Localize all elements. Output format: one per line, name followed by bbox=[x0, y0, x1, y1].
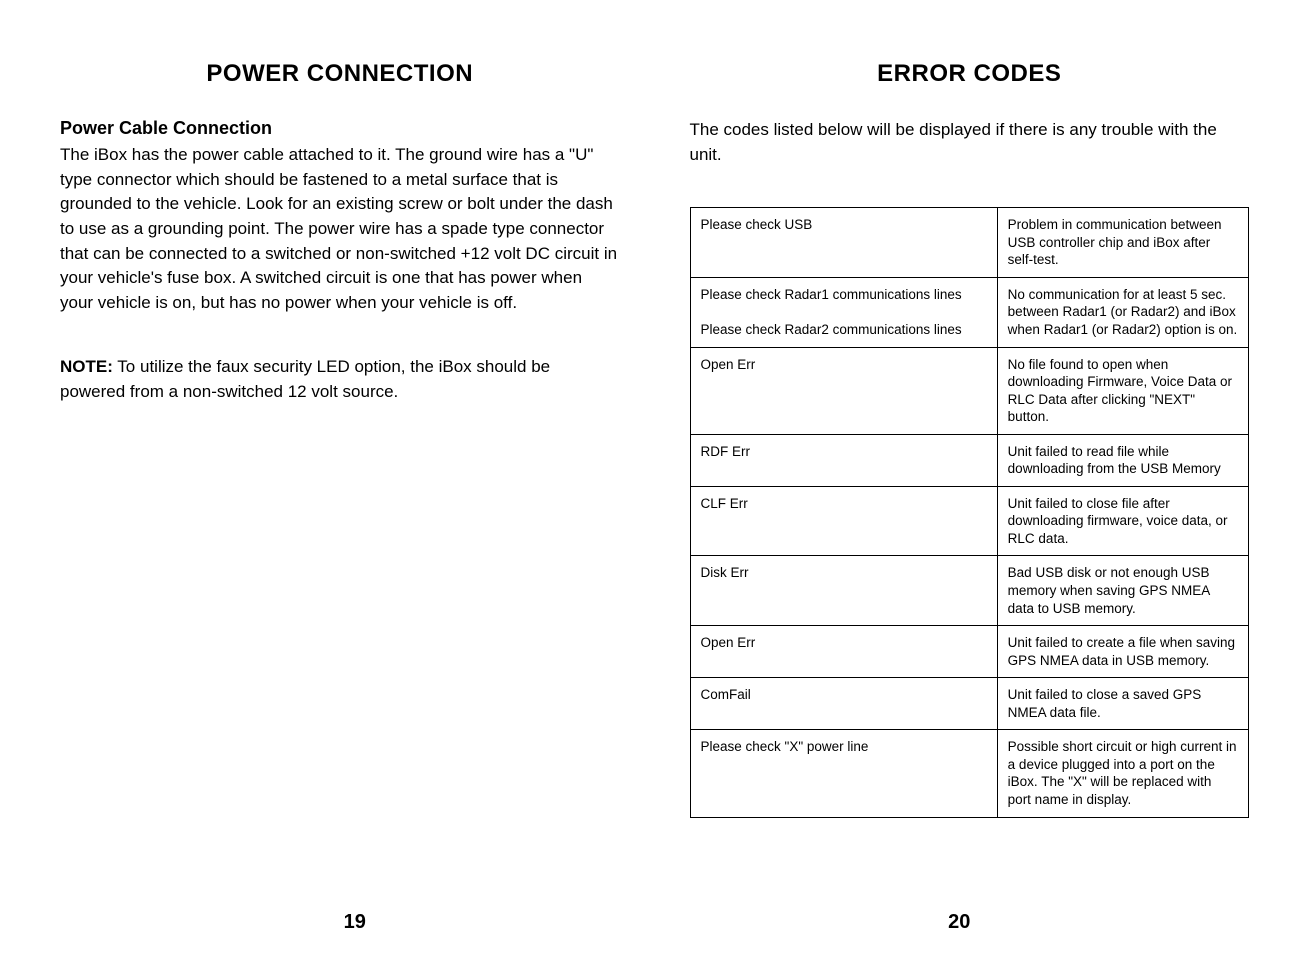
table-row: Please check USBProblem in communication… bbox=[690, 208, 1249, 278]
right-title: ERROR CODES bbox=[690, 60, 1250, 88]
note-body: To utilize the faux security LED option,… bbox=[60, 357, 550, 401]
error-desc-cell: Possible short circuit or high current i… bbox=[997, 730, 1248, 817]
left-subhead: Power Cable Connection bbox=[60, 118, 620, 139]
error-code-cell: Open Err bbox=[690, 626, 997, 678]
error-code-cell: CLF Err bbox=[690, 486, 997, 556]
table-row: CLF ErrUnit failed to close file after d… bbox=[690, 486, 1249, 556]
right-pagenum: 20 bbox=[660, 911, 1260, 934]
error-code-cell: Please check Radar1 communications lines… bbox=[690, 277, 997, 347]
right-intro: The codes listed below will be displayed… bbox=[690, 118, 1250, 167]
table-row: Please check "X" power linePossible shor… bbox=[690, 730, 1249, 817]
error-desc-cell: Problem in communication between USB con… bbox=[997, 208, 1248, 278]
table-row: RDF ErrUnit failed to read file while do… bbox=[690, 434, 1249, 486]
error-desc-cell: Unit failed to close a saved GPS NMEA da… bbox=[997, 678, 1248, 730]
left-body: The iBox has the power cable attached to… bbox=[60, 143, 620, 315]
error-desc-cell: Bad USB disk or not enough USB memory wh… bbox=[997, 556, 1248, 626]
error-code-cell: ComFail bbox=[690, 678, 997, 730]
error-desc-cell: Unit failed to read file while downloadi… bbox=[997, 434, 1248, 486]
error-code-cell: Disk Err bbox=[690, 556, 997, 626]
left-note: NOTE: To utilize the faux security LED o… bbox=[60, 355, 620, 404]
table-row: Open ErrNo file found to open when downl… bbox=[690, 347, 1249, 434]
error-desc-cell: No communication for at least 5 sec. bet… bbox=[997, 277, 1248, 347]
table-row: Please check Radar1 communications lines… bbox=[690, 277, 1249, 347]
error-code-cell: RDF Err bbox=[690, 434, 997, 486]
table-row: ComFailUnit failed to close a saved GPS … bbox=[690, 678, 1249, 730]
left-page: POWER CONNECTION Power Cable Connection … bbox=[50, 60, 660, 914]
error-code-cell: Open Err bbox=[690, 347, 997, 434]
error-code-cell: Please check "X" power line bbox=[690, 730, 997, 817]
error-desc-cell: Unit failed to create a file when saving… bbox=[997, 626, 1248, 678]
left-pagenum: 19 bbox=[50, 911, 660, 934]
note-label: NOTE: bbox=[60, 357, 113, 376]
table-row: Disk ErrBad USB disk or not enough USB m… bbox=[690, 556, 1249, 626]
error-table: Please check USBProblem in communication… bbox=[690, 207, 1250, 817]
error-desc-cell: Unit failed to close file after download… bbox=[997, 486, 1248, 556]
error-table-body: Please check USBProblem in communication… bbox=[690, 208, 1249, 817]
left-title: POWER CONNECTION bbox=[60, 60, 620, 88]
right-page: ERROR CODES The codes listed below will … bbox=[660, 60, 1260, 914]
table-row: Open ErrUnit failed to create a file whe… bbox=[690, 626, 1249, 678]
error-desc-cell: No file found to open when downloading F… bbox=[997, 347, 1248, 434]
error-code-cell: Please check USB bbox=[690, 208, 997, 278]
